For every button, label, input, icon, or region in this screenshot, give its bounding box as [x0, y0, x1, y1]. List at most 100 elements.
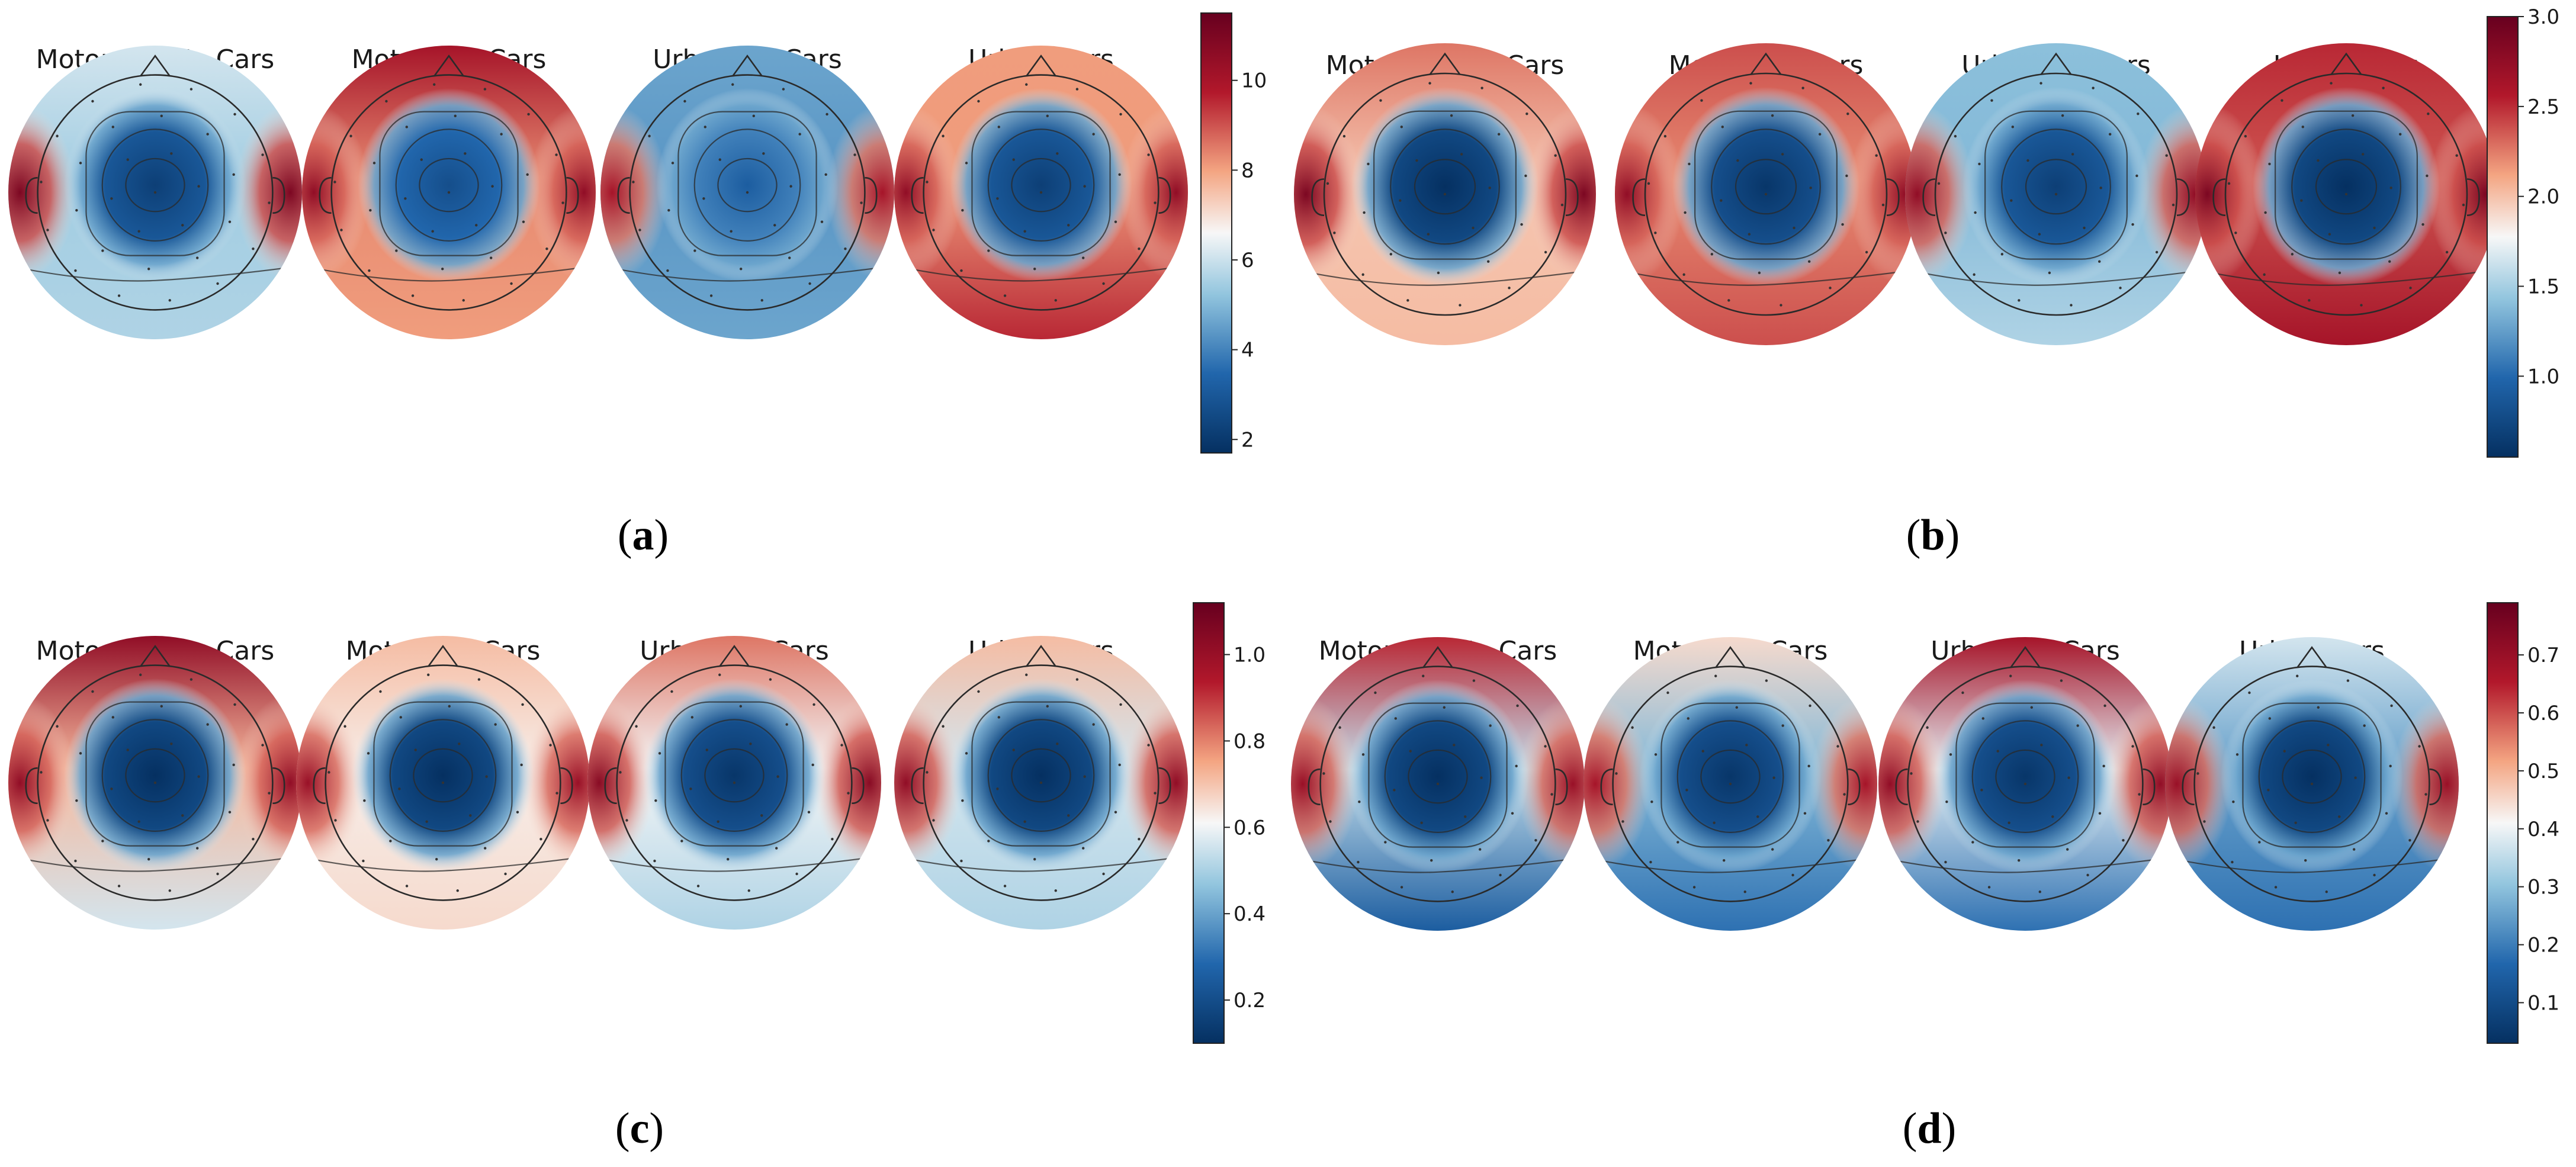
left-temporal-lobe	[1294, 104, 1364, 285]
left-temporal-lobe	[1905, 104, 1975, 285]
left-ear-marker	[604, 767, 617, 805]
right-temporal-lobe	[234, 695, 302, 871]
left-temporal-lobe	[894, 104, 962, 281]
central-region	[2252, 86, 2440, 287]
left-ear-marker	[1308, 768, 1321, 806]
contour-lines	[894, 111, 1188, 282]
colorbar-gradient	[1193, 602, 1225, 1044]
head-outline	[1311, 52, 1579, 316]
left-ear-marker	[25, 176, 38, 214]
topomap: Urban Cars	[2165, 636, 2459, 931]
right-ear-marker	[560, 767, 573, 805]
right-ear-marker	[852, 767, 865, 805]
left-temporal-lobe	[2195, 104, 2265, 285]
colorbar-gradient	[2487, 16, 2519, 458]
head-outline	[1308, 646, 1568, 902]
right-ear-marker	[272, 176, 285, 214]
panel-d: Motorway No CarsMotorway CarsUrban No Ca…	[1291, 602, 2559, 1153]
sensor-markers	[2196, 674, 2427, 893]
right-temporal-lobe	[1847, 104, 1917, 285]
left-ear-marker	[911, 767, 924, 805]
right-ear-marker	[1565, 178, 1579, 216]
right-ear-marker	[2176, 178, 2190, 216]
panel-letter: (a)	[618, 511, 669, 560]
colorbar: 0.2 0.4 0.6 0.8 1.0	[1193, 602, 1265, 1044]
nose-marker	[732, 54, 763, 77]
central-region	[1672, 86, 1860, 287]
left-temporal-lobe	[8, 104, 76, 281]
colorbar-tick-label: 10	[1241, 69, 1267, 93]
colorbar-tick-label: 8	[1241, 159, 1254, 182]
left-ear-marker	[1895, 768, 1908, 806]
right-temporal-lobe	[234, 104, 302, 281]
colorbar-tick-label: 1.5	[2527, 275, 2559, 299]
contour-lines	[894, 701, 1188, 872]
head-outline	[319, 54, 579, 311]
sensor-markers	[40, 673, 271, 892]
left-temporal-lobe	[894, 695, 962, 871]
sensor-markers	[926, 673, 1157, 892]
panel-letter: (c)	[615, 1104, 664, 1153]
contour-lines	[1294, 110, 1596, 286]
topomap: Motorway No Cars	[1291, 636, 1585, 931]
colorbar-tick-label: 0.4	[2527, 818, 2559, 841]
head-outline	[911, 645, 1171, 901]
left-temporal-lobe	[1291, 696, 1359, 872]
left-ear-marker	[1600, 768, 1613, 806]
colorbar-tick-label: 0.2	[1234, 989, 1265, 1012]
right-ear-marker	[272, 767, 285, 805]
topomap: Motorway Cars	[302, 44, 596, 339]
colorbar-tick-label: 0.6	[2527, 702, 2559, 725]
colorbar-tick-label: 0.8	[1234, 729, 1265, 753]
head-outline	[25, 645, 285, 901]
sensor-markers	[1910, 674, 2141, 893]
topomap: Motorway No Cars	[8, 44, 302, 339]
head-outline	[1922, 52, 2190, 316]
topomap: Urban Cars	[894, 44, 1188, 339]
topomap: Motorway No Cars	[1294, 43, 1596, 345]
colorbar-tick-label: 0.1	[2527, 991, 2559, 1015]
nose-marker	[433, 54, 464, 77]
left-ear-marker	[319, 176, 332, 214]
left-ear-marker	[1311, 178, 1325, 216]
topomap: Motorway No Cars	[8, 636, 302, 930]
colorbar: 2 4 6 8 10	[1200, 12, 1267, 454]
left-temporal-lobe	[1583, 696, 1652, 872]
central-region	[64, 88, 246, 282]
colorbar-tick-label: 2.0	[2527, 185, 2559, 209]
left-temporal-lobe	[296, 695, 364, 871]
sensor-markers	[619, 673, 850, 892]
panel-letter: (b)	[1906, 511, 1960, 560]
sensor-markers	[40, 83, 271, 302]
colorbar-tick-label: 3.0	[2527, 5, 2559, 29]
sensor-markers	[1326, 82, 1564, 307]
right-ear-marker	[1886, 178, 1900, 216]
sensor-markers	[1615, 674, 1846, 893]
central-region	[950, 678, 1132, 873]
right-temporal-lobe	[2104, 696, 2172, 872]
sensor-markers	[1647, 82, 1885, 307]
colorbar-gradient	[2487, 602, 2519, 1044]
head-outline	[911, 54, 1171, 311]
right-temporal-lobe	[522, 695, 590, 871]
colorbar-tick-label: 1.0	[1234, 644, 1265, 667]
central-region	[64, 678, 246, 873]
nose-marker	[140, 54, 171, 77]
colorbar-tick-label: 0.6	[1234, 816, 1265, 840]
panel-c: Motorway No CarsMotorway CarsUrban No Ca…	[8, 602, 1265, 1153]
colorbar-tick-label: 0.5	[2527, 760, 2559, 783]
topomap: Motorway Cars	[1615, 43, 1917, 345]
right-temporal-lobe	[813, 695, 881, 871]
nose-marker	[2010, 646, 2041, 668]
central-region	[358, 88, 540, 282]
right-ear-marker	[566, 176, 579, 214]
left-ear-marker	[911, 176, 924, 214]
colorbar-tick-label: 0.7	[2527, 644, 2559, 667]
head-outline	[617, 54, 878, 311]
contour-lines	[1583, 702, 1877, 873]
colorbar-tick-label: 2	[1241, 428, 1254, 452]
nose-marker	[1750, 52, 1782, 75]
nose-marker	[1026, 54, 1056, 77]
sensor-markers	[632, 83, 863, 302]
topomap: Urban No Cars	[600, 44, 894, 339]
